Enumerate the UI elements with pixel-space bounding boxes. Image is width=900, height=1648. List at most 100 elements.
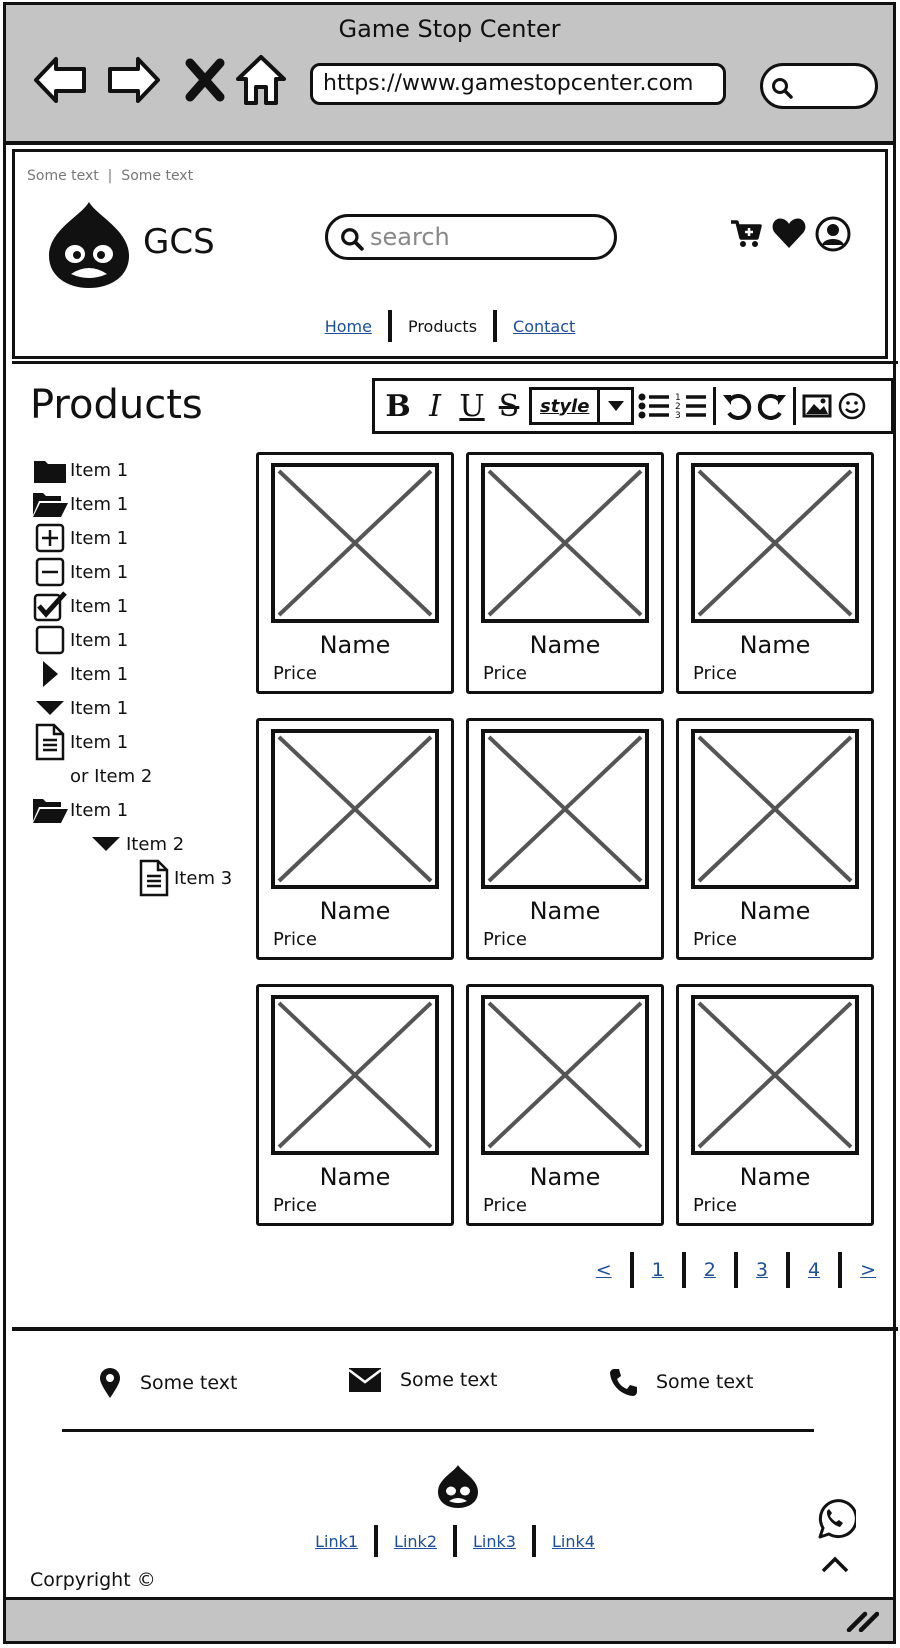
triangle-right-icon (43, 661, 58, 687)
header-actions (729, 216, 851, 252)
resize-grip-icon[interactable] (845, 1610, 879, 1632)
page-link-1[interactable]: 1 (651, 1259, 664, 1281)
tree-node[interactable]: or Item 2 (30, 758, 152, 794)
tree-node[interactable]: Item 1 (30, 690, 128, 726)
emoji-icon[interactable] (836, 391, 868, 421)
product-price: Price (693, 663, 737, 684)
nav-divider (493, 310, 498, 342)
header-topline: Some text | Some text (27, 168, 194, 184)
forward-arrow-icon[interactable] (104, 51, 162, 109)
tree-node[interactable]: Item 1 (30, 622, 128, 658)
product-card[interactable]: Name Price (676, 718, 874, 960)
product-name: Name (529, 1163, 601, 1191)
bold-button[interactable]: B (385, 388, 411, 424)
footer-link-divider (453, 1525, 457, 1557)
product-card[interactable]: Name Price (676, 452, 874, 694)
folder-icon (34, 461, 66, 483)
home-icon[interactable] (232, 51, 290, 109)
footer-link-4[interactable]: Link4 (551, 1531, 595, 1551)
svg-text:3: 3 (675, 411, 681, 421)
product-card[interactable]: Name Price (676, 984, 874, 1226)
stop-x-icon[interactable] (176, 51, 234, 109)
product-card[interactable]: Name Price (466, 718, 664, 960)
tree-node[interactable]: Item 1 (30, 520, 128, 556)
product-name: Name (739, 1163, 811, 1191)
pagination-divider (629, 1252, 634, 1288)
window-title: Game Stop Center (338, 15, 561, 43)
tree-node[interactable]: Item 2 (86, 826, 184, 862)
numbered-list-icon[interactable]: 123 (674, 391, 708, 421)
footer-link-2[interactable]: Link2 (394, 1531, 437, 1551)
tree-node[interactable]: Item 3 (134, 859, 232, 897)
product-card[interactable]: Name Price (256, 452, 454, 694)
strikethrough-button[interactable]: S (498, 388, 520, 424)
image-placeholder-icon (481, 995, 649, 1155)
page-link-3[interactable]: 3 (755, 1259, 768, 1281)
page-link-4[interactable]: 4 (807, 1259, 821, 1281)
add-to-cart-icon[interactable] (729, 216, 763, 250)
product-card[interactable]: Name Price (466, 984, 664, 1226)
tree-node-label: Item 1 (70, 629, 129, 651)
tree-node-label: Item 1 (70, 697, 129, 719)
site-search-input[interactable]: search (325, 214, 617, 260)
image-placeholder-icon (271, 463, 439, 623)
product-price: Price (693, 929, 737, 950)
tree-node[interactable]: Item 1 (30, 486, 128, 522)
main-nav: Home Products Contact (15, 310, 885, 342)
image-placeholder-icon (691, 729, 859, 889)
tree-node[interactable]: Item 1 (30, 792, 128, 828)
footer-link-3[interactable]: Link3 (473, 1531, 516, 1551)
product-card[interactable]: Name Price (256, 984, 454, 1226)
nav-contact-link[interactable]: Contact (513, 316, 576, 336)
footer-divider (62, 1429, 814, 1432)
user-account-icon[interactable] (815, 216, 851, 252)
drupal-logo-icon[interactable] (436, 1463, 480, 1509)
tree-node-label: Item 1 (70, 799, 129, 821)
back-arrow-icon[interactable] (32, 51, 90, 109)
nav-home-link[interactable]: Home (324, 316, 372, 336)
insert-image-icon[interactable] (801, 391, 833, 421)
undo-icon[interactable] (721, 391, 753, 421)
tree-node-label: Item 1 (70, 459, 129, 481)
style-select[interactable]: style (529, 387, 635, 425)
address-bar[interactable]: https://www.gamestopcenter.com (310, 63, 726, 105)
redo-icon[interactable] (756, 391, 788, 421)
back-to-top-icon[interactable] (820, 1555, 850, 1573)
product-price: Price (483, 1195, 527, 1216)
product-name: Name (529, 631, 601, 659)
pagination-divider (733, 1252, 738, 1288)
italic-button[interactable]: I (429, 388, 441, 424)
browser-chrome: Game Stop Center https://www.gamestopcen… (6, 5, 893, 145)
page-prev-link[interactable]: < (595, 1259, 612, 1281)
image-placeholder-icon (271, 729, 439, 889)
product-name: Name (739, 897, 811, 925)
footer-phone-text: Some text (656, 1371, 754, 1393)
product-card[interactable]: Name Price (256, 718, 454, 960)
whatsapp-icon[interactable] (812, 1497, 856, 1541)
toolbar-divider (713, 387, 717, 425)
drupal-logo-icon[interactable] (45, 198, 133, 290)
browser-search-field[interactable] (760, 63, 878, 109)
tree-node[interactable]: Item 1 (30, 656, 128, 692)
tree-node[interactable]: Item 1 (30, 588, 128, 624)
product-price: Price (273, 1195, 317, 1216)
image-placeholder-icon (691, 463, 859, 623)
product-card[interactable]: Name Price (466, 452, 664, 694)
product-price: Price (483, 663, 527, 684)
footer-email: Some text (348, 1367, 497, 1393)
page-link-2[interactable]: 2 (703, 1259, 716, 1281)
tree-node[interactable]: Item 1 (30, 723, 128, 761)
tree-node[interactable]: Item 1 (30, 554, 128, 590)
folder-open-icon (33, 799, 68, 823)
pagination-divider (681, 1252, 686, 1288)
page-next-link[interactable]: > (860, 1259, 876, 1281)
footer-link-1[interactable]: Link1 (315, 1531, 359, 1551)
heart-icon[interactable] (771, 216, 807, 250)
svg-text:1: 1 (675, 393, 681, 403)
tree-node[interactable]: Item 1 (30, 452, 128, 488)
underline-button[interactable]: U (459, 388, 485, 424)
chevron-down-icon[interactable] (597, 390, 631, 422)
bullet-list-icon[interactable] (637, 391, 671, 421)
product-price: Price (693, 1195, 737, 1216)
